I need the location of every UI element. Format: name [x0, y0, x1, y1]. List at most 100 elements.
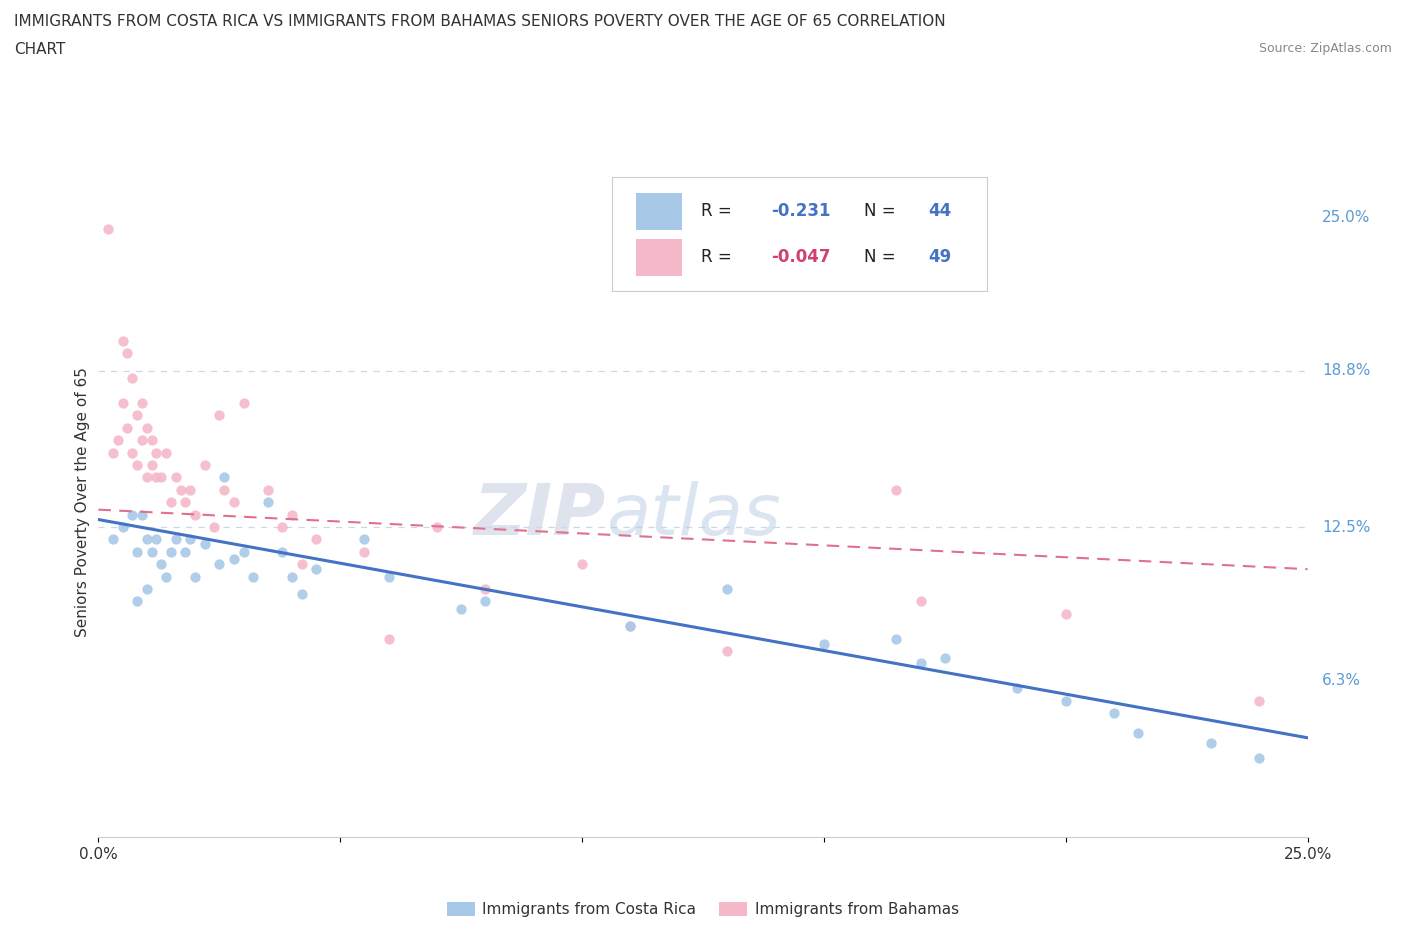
Point [716, 644, 738, 658]
Point [571, 557, 593, 572]
Point [184, 507, 207, 522]
Point [111, 520, 134, 535]
Point [281, 507, 304, 522]
Point [281, 569, 304, 584]
Point [121, 371, 143, 386]
Text: 6.3%: 6.3% [1322, 673, 1361, 688]
Point [1249, 693, 1271, 708]
Point [194, 458, 217, 472]
Point [141, 458, 163, 472]
Point [290, 557, 312, 572]
Point [117, 420, 139, 435]
Point [208, 557, 231, 572]
Point [150, 470, 173, 485]
Point [290, 587, 312, 602]
Point [127, 458, 149, 472]
Text: CHART: CHART [14, 42, 66, 57]
Point [242, 569, 264, 584]
Point [101, 445, 124, 460]
Point [910, 656, 932, 671]
Point [934, 651, 956, 666]
Point [155, 445, 177, 460]
Point [145, 470, 167, 485]
Point [155, 569, 177, 584]
Point [208, 408, 231, 423]
Text: 44: 44 [928, 202, 950, 220]
Point [910, 594, 932, 609]
Text: IMMIGRANTS FROM COSTA RICA VS IMMIGRANTS FROM BAHAMAS SENIORS POVERTY OVER THE A: IMMIGRANTS FROM COSTA RICA VS IMMIGRANTS… [14, 14, 946, 29]
Point [165, 470, 187, 485]
Point [135, 420, 157, 435]
Point [222, 495, 245, 510]
Point [145, 532, 167, 547]
Point [716, 581, 738, 596]
Text: R =: R = [700, 202, 737, 220]
Point [107, 432, 129, 447]
Text: atlas: atlas [606, 481, 780, 550]
Text: R =: R = [700, 248, 737, 267]
Point [256, 483, 278, 498]
Text: 25.0%: 25.0% [1322, 209, 1371, 224]
Point [101, 532, 124, 547]
Text: 49: 49 [928, 248, 950, 267]
Point [141, 544, 163, 559]
Text: Source: ZipAtlas.com: Source: ZipAtlas.com [1258, 42, 1392, 55]
Point [212, 483, 235, 498]
Point [256, 495, 278, 510]
Point [204, 520, 226, 535]
Point [1054, 606, 1077, 621]
Point [131, 432, 153, 447]
Point [1102, 706, 1125, 721]
Point [619, 618, 641, 633]
Legend: Immigrants from Costa Rica, Immigrants from Bahamas: Immigrants from Costa Rica, Immigrants f… [441, 896, 965, 923]
Point [121, 445, 143, 460]
Point [212, 470, 235, 485]
Point [150, 557, 173, 572]
Point [141, 432, 163, 447]
Point [111, 334, 134, 349]
Point [222, 551, 245, 566]
Point [232, 395, 254, 410]
Point [135, 532, 157, 547]
Point [474, 581, 496, 596]
Point [813, 636, 835, 651]
Point [305, 562, 328, 577]
Point [131, 395, 153, 410]
Point [305, 532, 328, 547]
Point [377, 569, 399, 584]
Point [1199, 736, 1222, 751]
Point [174, 495, 197, 510]
Point [127, 544, 149, 559]
Point [474, 594, 496, 609]
Point [145, 445, 167, 460]
Point [179, 532, 201, 547]
Text: -0.231: -0.231 [770, 202, 830, 220]
Point [117, 346, 139, 361]
Point [131, 507, 153, 522]
Point [169, 483, 191, 498]
Point [179, 483, 201, 498]
Point [184, 569, 207, 584]
Point [127, 408, 149, 423]
Point [165, 532, 187, 547]
FancyBboxPatch shape [612, 178, 987, 291]
Text: 18.8%: 18.8% [1322, 364, 1371, 379]
Point [426, 520, 449, 535]
FancyBboxPatch shape [637, 193, 682, 230]
Point [886, 483, 908, 498]
Point [377, 631, 399, 646]
Point [886, 631, 908, 646]
Point [194, 537, 217, 551]
Point [619, 618, 641, 633]
Point [271, 544, 294, 559]
FancyBboxPatch shape [637, 239, 682, 276]
Point [1128, 725, 1150, 740]
Point [121, 507, 143, 522]
Point [127, 594, 149, 609]
Point [450, 602, 472, 617]
Point [271, 520, 294, 535]
Point [1007, 681, 1029, 696]
Point [135, 581, 157, 596]
Point [232, 544, 254, 559]
Point [111, 395, 134, 410]
